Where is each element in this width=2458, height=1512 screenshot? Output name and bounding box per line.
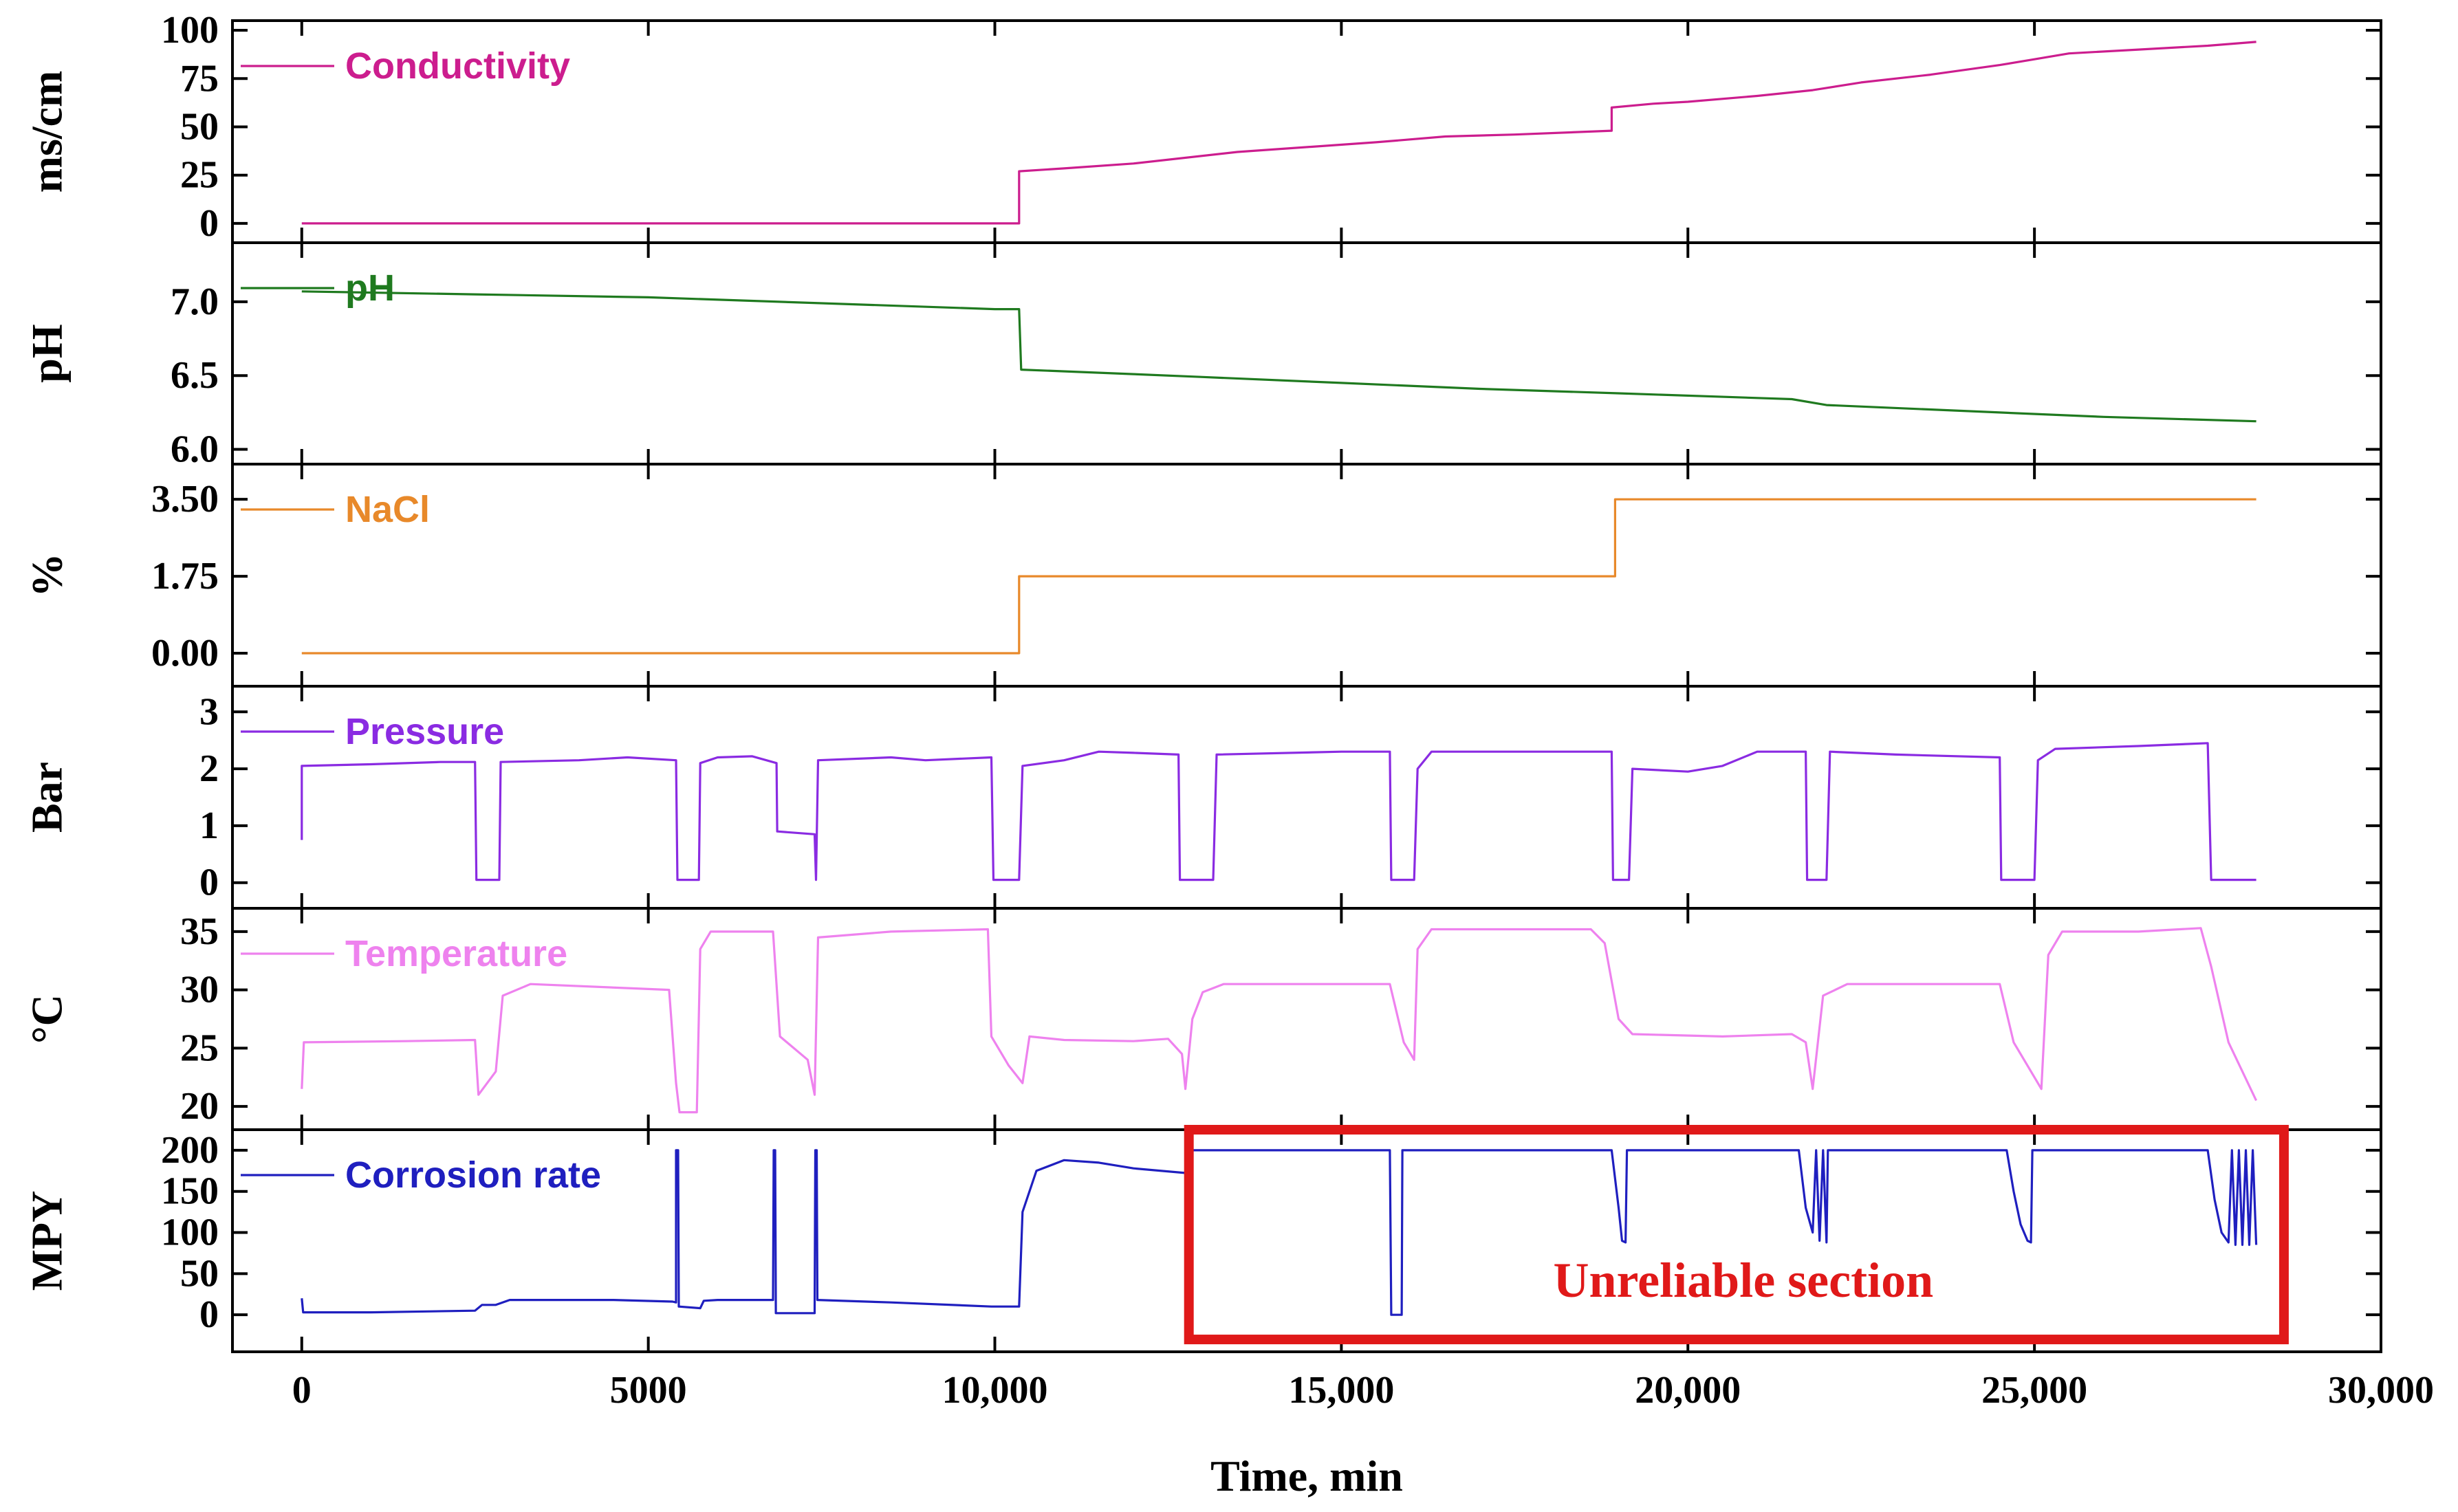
y-tick-label: 50 <box>180 105 219 148</box>
y-tick-label: 25 <box>180 154 219 197</box>
y-tick-label: 75 <box>180 57 219 100</box>
legend-label-ph: pH <box>345 267 395 309</box>
legend-label-nacl: NaCl <box>345 489 430 530</box>
series-line-ph <box>301 290 2256 423</box>
y-tick-label: 1 <box>199 804 219 847</box>
y-tick-label: 100 <box>161 1212 219 1254</box>
y-tick-label: 0 <box>199 202 219 245</box>
x-tick-label: 0 <box>292 1369 312 1412</box>
panel-pressure: 0 1 2 3 Bar Pressure <box>23 686 2382 908</box>
y-tick-label: 0.00 <box>151 632 219 675</box>
y-axis-label-pressure: Bar <box>23 762 72 833</box>
y-axis-label-conductivity: ms/cm <box>23 71 72 193</box>
y-tick-label: 25 <box>180 1027 219 1069</box>
x-tick-label: 20,000 <box>1635 1369 1741 1412</box>
y-tick-label: 150 <box>161 1170 219 1213</box>
y-tick-label: 1.75 <box>151 555 219 598</box>
legend-label-corrosion: Corrosion rate <box>345 1154 601 1196</box>
y-tick-label: 200 <box>161 1129 219 1172</box>
x-tick-label: 25,000 <box>1981 1369 2087 1412</box>
series-line-pressure <box>301 742 2256 881</box>
y-tick-label: 7.0 <box>171 281 219 323</box>
legend-label-conductivity: Conductivity <box>345 45 570 87</box>
y-axis-label-nacl: % <box>23 554 72 598</box>
y-tick-label: 50 <box>180 1252 219 1295</box>
y-axis-label-temperature: °C <box>23 994 72 1044</box>
y-tick-label: 3 <box>199 690 219 733</box>
x-tick-label: 15,000 <box>1288 1369 1394 1412</box>
legend-label-pressure: Pressure <box>345 711 504 752</box>
series-line-nacl <box>301 498 2256 655</box>
series-line-corrosion <box>301 1149 2258 1316</box>
y-tick-label: 3.50 <box>151 478 219 521</box>
y-tick-label: 30 <box>180 969 219 1011</box>
y-tick-label: 6.5 <box>171 354 219 397</box>
x-tick-label: 5000 <box>610 1369 687 1412</box>
y-tick-label: 20 <box>180 1085 219 1128</box>
panel-temperature: 20 25 30 35 °C Temperature <box>23 908 2382 1130</box>
y-tick-label: 0 <box>199 1293 219 1336</box>
y-tick-label: 6.0 <box>171 428 219 471</box>
series-line-conductivity <box>301 41 2256 225</box>
y-tick-label: 2 <box>199 747 219 790</box>
unreliable-section-box <box>1184 1125 2289 1345</box>
panel-nacl: 0.00 1.75 3.50% NaCl <box>23 464 2382 686</box>
y-axis-label-ph: pH <box>23 324 72 382</box>
legend-label-temperature: Temperature <box>345 933 567 974</box>
x-tick-label: 10,000 <box>942 1369 1048 1412</box>
y-tick-label: 0 <box>199 862 219 904</box>
unreliable-section-label: Unreliable section <box>1553 1253 1933 1308</box>
panel-conductivity: 0 25 50 75 100 ms/cm Conductivity <box>23 9 2382 245</box>
x-axis-label: Time, min <box>1210 1451 1403 1500</box>
x-tick-label: 30,000 <box>2328 1369 2434 1412</box>
y-tick-label: 100 <box>161 9 219 52</box>
panel-ph: 6.0 6.5 7.0 pH pH <box>23 243 2382 471</box>
y-tick-label: 35 <box>180 910 219 953</box>
series-line-temperature <box>301 927 2258 1114</box>
y-axis-label-corrosion: MPY <box>23 1191 72 1291</box>
